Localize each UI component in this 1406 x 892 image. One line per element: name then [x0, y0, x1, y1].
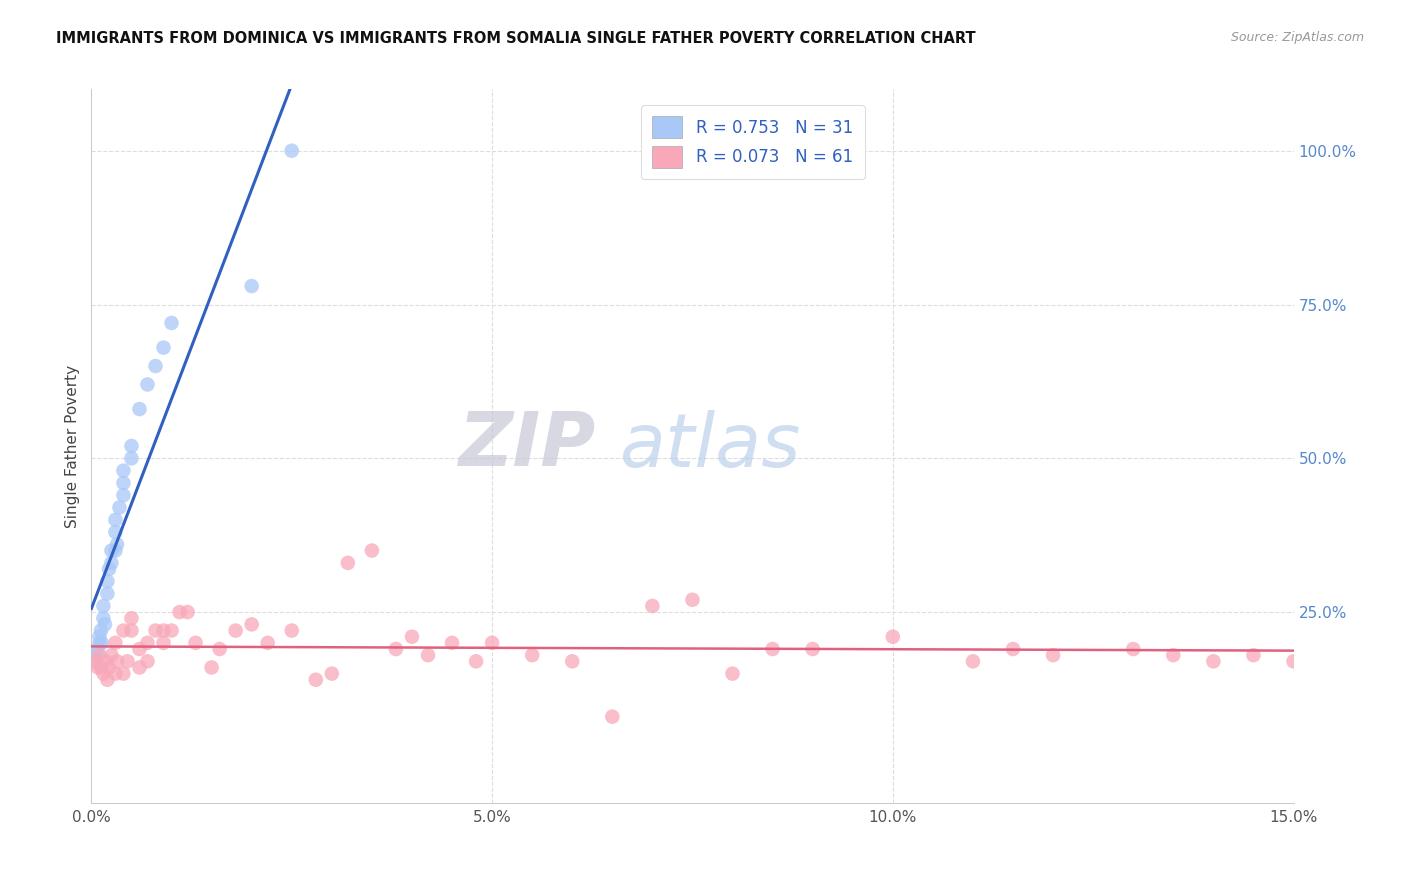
Point — [321, 666, 343, 681]
Point — [1122, 642, 1144, 657]
Point — [160, 624, 183, 638]
Point — [416, 648, 439, 662]
Point — [136, 377, 159, 392]
Y-axis label: Single Father Poverty: Single Father Poverty — [65, 365, 80, 527]
Point — [96, 587, 118, 601]
Point — [256, 636, 278, 650]
Point — [152, 636, 174, 650]
Point — [561, 654, 583, 668]
Point — [136, 636, 159, 650]
Point — [208, 642, 231, 657]
Point — [336, 556, 359, 570]
Point — [100, 543, 122, 558]
Point — [94, 654, 117, 668]
Point — [89, 630, 111, 644]
Point — [440, 636, 463, 650]
Text: Source: ZipAtlas.com: Source: ZipAtlas.com — [1230, 31, 1364, 45]
Point — [94, 617, 117, 632]
Text: atlas: atlas — [620, 410, 801, 482]
Point — [104, 666, 127, 681]
Point — [201, 660, 224, 674]
Point — [225, 624, 247, 638]
Point — [112, 475, 135, 490]
Point — [681, 592, 703, 607]
Point — [145, 624, 167, 638]
Point — [281, 144, 304, 158]
Point — [121, 624, 143, 638]
Legend: R = 0.753   N = 31, R = 0.073   N = 61: R = 0.753 N = 31, R = 0.073 N = 61 — [641, 104, 865, 179]
Point — [176, 605, 198, 619]
Point — [112, 464, 135, 478]
Point — [90, 624, 112, 638]
Point — [641, 599, 664, 613]
Point — [112, 624, 135, 638]
Point — [96, 574, 118, 589]
Point — [105, 537, 128, 551]
Point — [93, 599, 115, 613]
Point — [184, 636, 207, 650]
Point — [360, 543, 382, 558]
Point — [100, 648, 122, 662]
Point — [281, 624, 304, 638]
Point — [240, 279, 263, 293]
Point — [801, 642, 824, 657]
Point — [108, 500, 131, 515]
Point — [1001, 642, 1024, 657]
Point — [169, 605, 191, 619]
Point — [93, 666, 115, 681]
Point — [121, 611, 143, 625]
Point — [962, 654, 984, 668]
Point — [145, 359, 167, 373]
Point — [89, 636, 111, 650]
Point — [721, 666, 744, 681]
Point — [104, 525, 127, 540]
Point — [385, 642, 408, 657]
Point — [762, 642, 785, 657]
Point — [465, 654, 488, 668]
Point — [160, 316, 183, 330]
Point — [98, 660, 121, 674]
Point — [121, 439, 143, 453]
Point — [1042, 648, 1064, 662]
Point — [1243, 648, 1265, 662]
Point — [93, 611, 115, 625]
Text: IMMIGRANTS FROM DOMINICA VS IMMIGRANTS FROM SOMALIA SINGLE FATHER POVERTY CORREL: IMMIGRANTS FROM DOMINICA VS IMMIGRANTS F… — [56, 31, 976, 46]
Point — [481, 636, 503, 650]
Point — [105, 654, 128, 668]
Point — [1163, 648, 1185, 662]
Point — [89, 648, 111, 662]
Point — [152, 624, 174, 638]
Point — [98, 562, 121, 576]
Point — [104, 636, 127, 650]
Point — [90, 636, 112, 650]
Point — [882, 630, 904, 644]
Point — [117, 654, 139, 668]
Point — [128, 402, 150, 417]
Point — [90, 660, 112, 674]
Point — [104, 543, 127, 558]
Text: ZIP: ZIP — [458, 409, 596, 483]
Point — [104, 513, 127, 527]
Point — [87, 660, 110, 674]
Point — [112, 488, 135, 502]
Point — [152, 341, 174, 355]
Point — [1282, 654, 1305, 668]
Point — [522, 648, 544, 662]
Point — [128, 642, 150, 657]
Point — [112, 666, 135, 681]
Point — [100, 556, 122, 570]
Point — [84, 654, 107, 668]
Point — [136, 654, 159, 668]
Point — [602, 709, 624, 723]
Point — [84, 648, 107, 662]
Point — [128, 660, 150, 674]
Point — [240, 617, 263, 632]
Point — [305, 673, 328, 687]
Point — [401, 630, 423, 644]
Point — [96, 673, 118, 687]
Point — [121, 451, 143, 466]
Point — [1202, 654, 1225, 668]
Point — [87, 642, 110, 657]
